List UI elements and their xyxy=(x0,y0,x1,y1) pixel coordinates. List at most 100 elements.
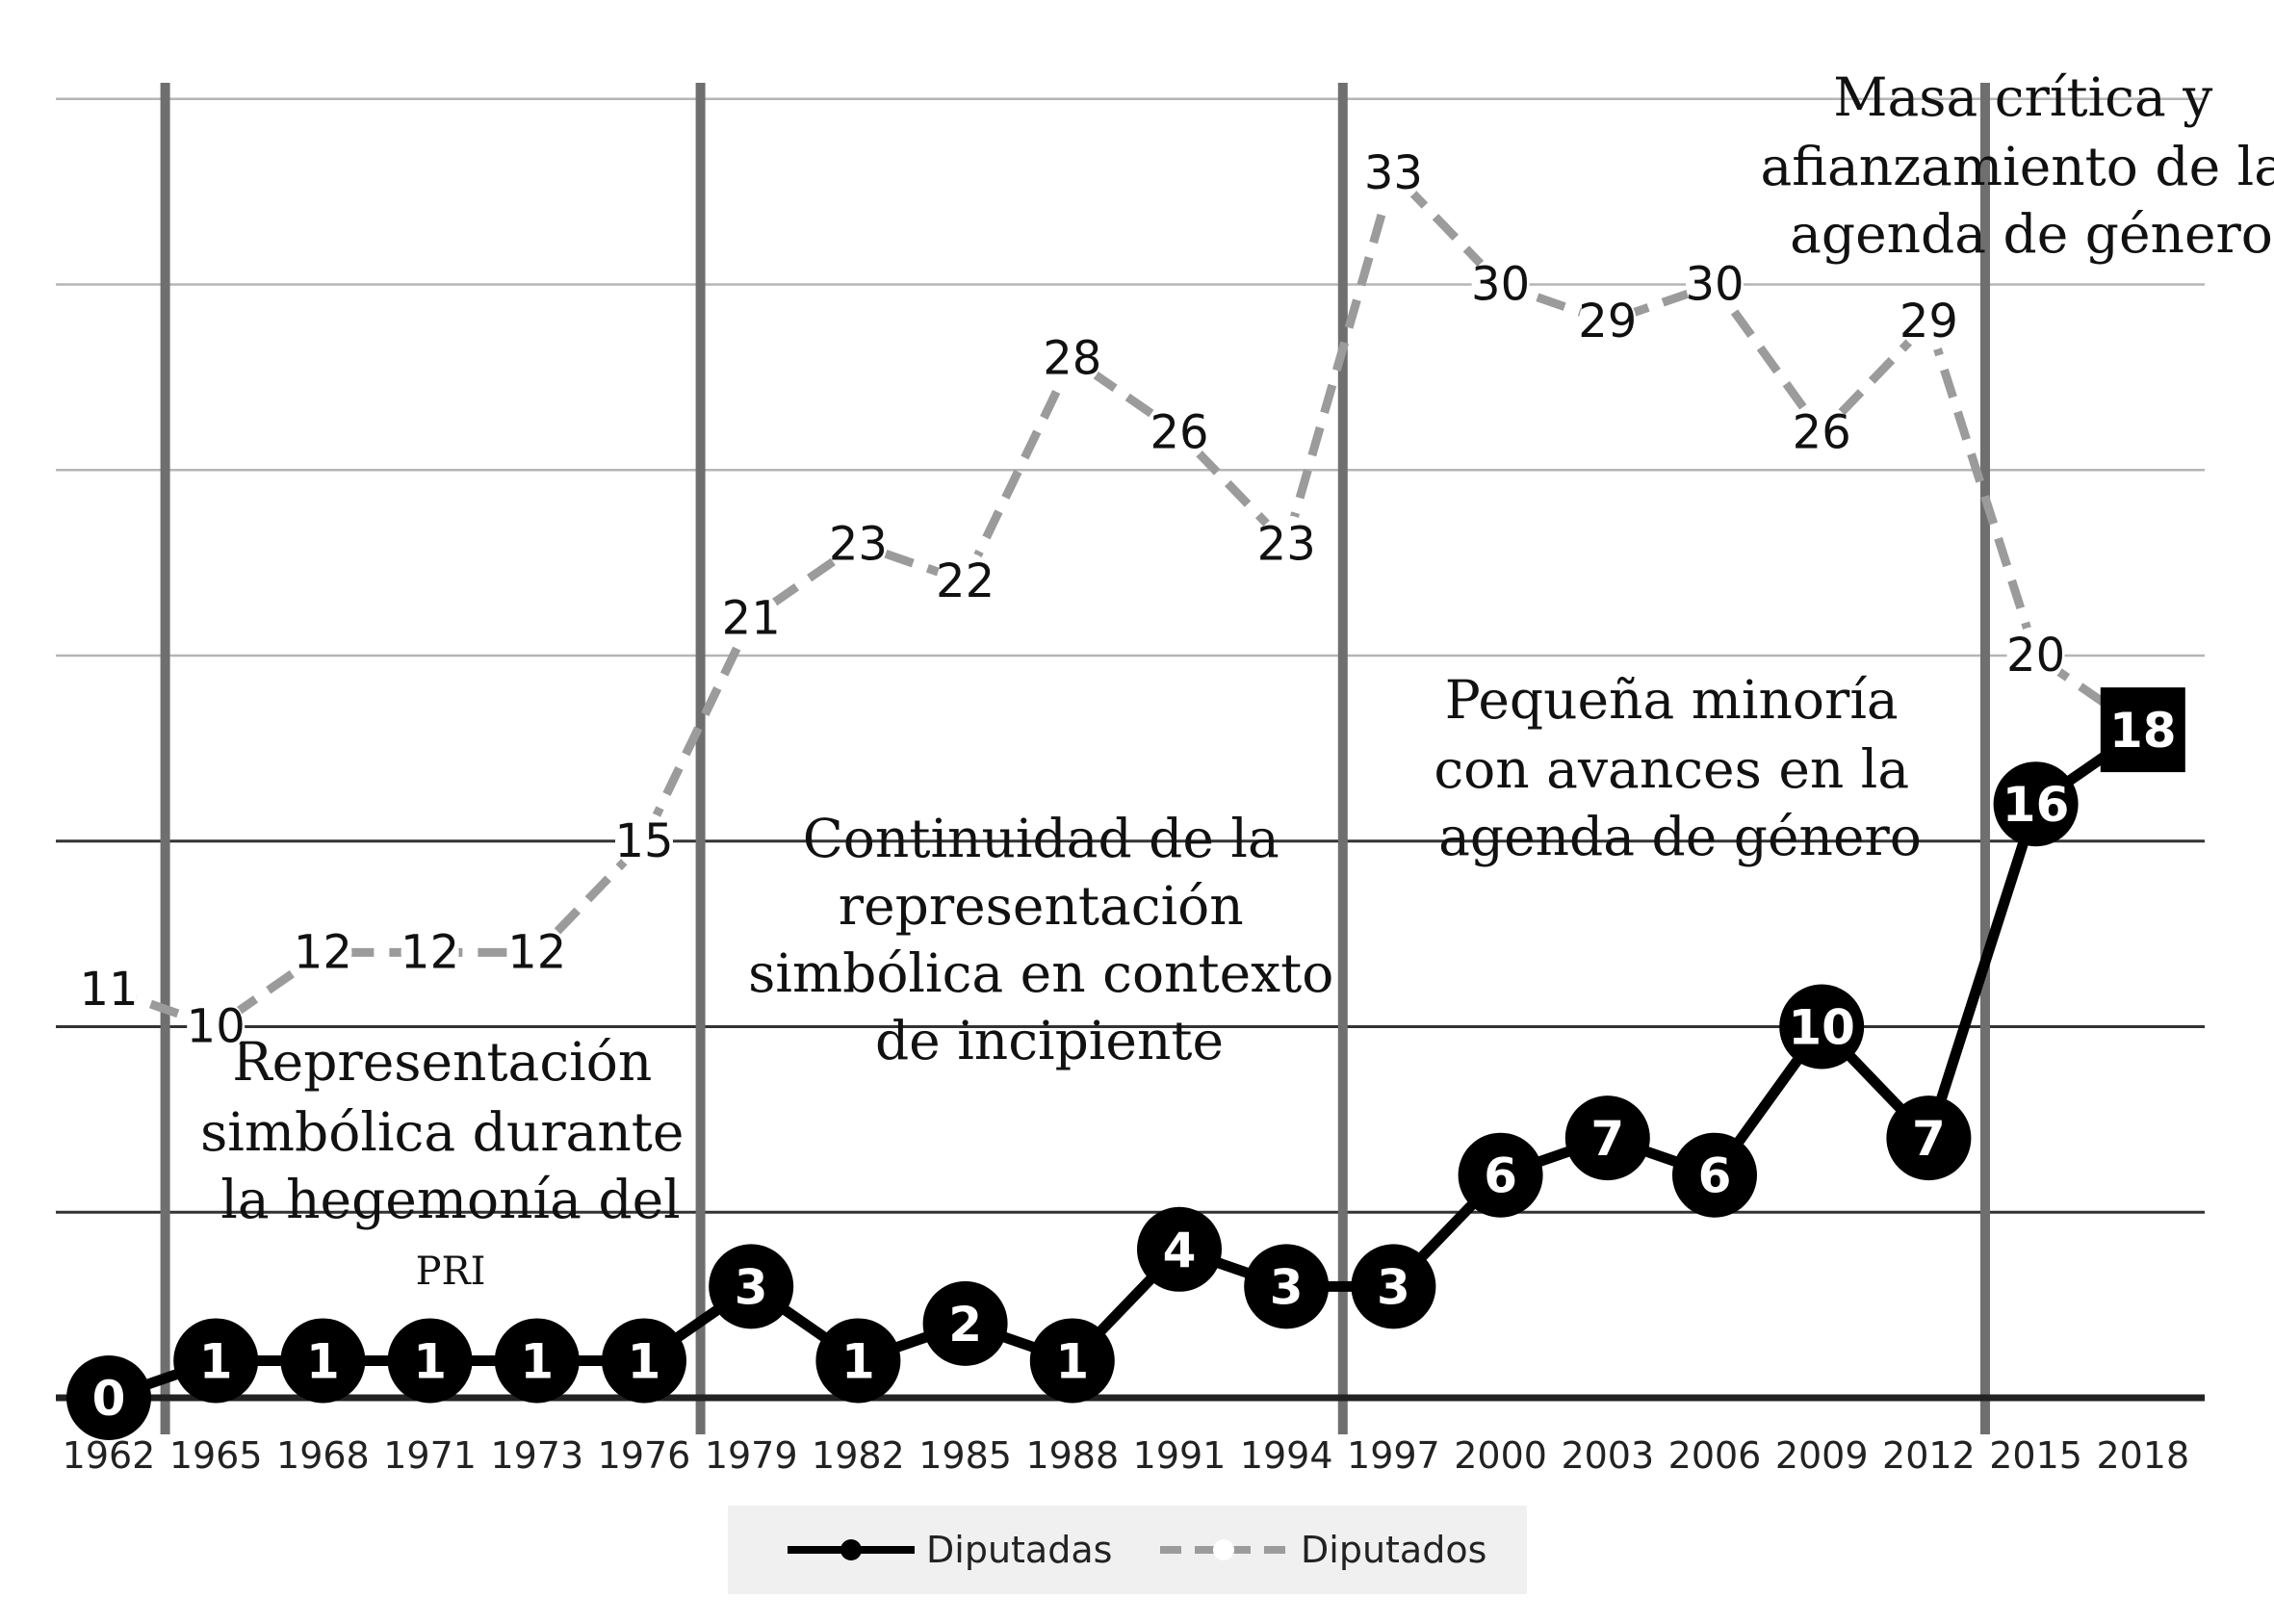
annotation-p1: Representación simbólica durante la hege… xyxy=(200,1031,701,1230)
diputadas-data-label: 7 xyxy=(1912,1111,1946,1167)
diputadas-point xyxy=(1564,1096,1650,1181)
diputados-point xyxy=(1257,515,1316,574)
diputados-point xyxy=(1578,293,1637,351)
diputadas-data-label: 6 xyxy=(1484,1148,1517,1204)
x-tick-label: 1994 xyxy=(1240,1434,1333,1477)
diputados-data-label: 20 xyxy=(2006,629,2065,683)
diputados-point xyxy=(80,960,138,1018)
diputados-data-label: 11 xyxy=(79,963,138,1017)
diputados-data-label: 29 xyxy=(1578,295,1637,348)
diputados-point xyxy=(1686,255,1744,314)
diputados-data-label: 21 xyxy=(722,591,781,645)
diputadas-point xyxy=(815,1318,901,1404)
diputados-data-label: 33 xyxy=(1364,146,1423,200)
diputadas-data-label: 1 xyxy=(199,1333,233,1389)
diputadas-point xyxy=(1458,1132,1543,1218)
annotation-p3-line-2: con avances en la xyxy=(1434,738,1909,800)
diputados-data-label: 15 xyxy=(614,814,673,868)
x-tick-label: 2003 xyxy=(1561,1434,1654,1477)
diputadas-point xyxy=(1244,1244,1330,1329)
period-annotations: Representación simbólica durante la hege… xyxy=(200,66,2274,1294)
x-axis-ticks: 1962 1965 1968 1971 1973 1976 1979 1982 1985 1988… xyxy=(63,1434,2190,1477)
annotation-p1-line-1: Representación xyxy=(232,1031,652,1093)
diputadas-point xyxy=(66,1355,151,1440)
diputadas-data-label: 16 xyxy=(2003,777,2070,833)
legend-label-diputados: Diputados xyxy=(1301,1529,1486,1571)
diputadas-point xyxy=(709,1244,794,1329)
diputados-point xyxy=(615,812,673,870)
annotation-p2-line-1: Continuidad de la xyxy=(803,808,1279,869)
annotation-p3-line-3: agenda de género xyxy=(1438,806,1922,867)
diputados-data-label: 26 xyxy=(1150,406,1208,460)
x-tick-label: 1965 xyxy=(169,1434,263,1477)
x-tick-label: 1985 xyxy=(918,1434,1012,1477)
diputados-point xyxy=(1043,329,1101,388)
diputadas-data-label: 1 xyxy=(841,1333,875,1389)
diputados-data-label: 22 xyxy=(936,554,995,608)
annotation-p1-line-4: PRI xyxy=(416,1250,486,1294)
diputadas-point xyxy=(922,1280,1008,1366)
diputados-point xyxy=(1793,403,1851,462)
x-tick-label: 1968 xyxy=(276,1434,370,1477)
x-tick-label: 1991 xyxy=(1133,1434,1227,1477)
diputados-data-label: 23 xyxy=(829,517,888,571)
x-tick-label: 1979 xyxy=(705,1434,798,1477)
x-tick-label: 2012 xyxy=(1882,1434,1976,1477)
x-tick-label: 1962 xyxy=(63,1434,156,1477)
diputados-point xyxy=(507,923,566,982)
diputados-data-label: 12 xyxy=(401,925,459,979)
legend: Diputadas Diputados xyxy=(728,1506,1527,1594)
x-tick-label: 1997 xyxy=(1347,1434,1440,1477)
x-tick-label: 1973 xyxy=(490,1434,583,1477)
diputados-point xyxy=(1471,255,1530,314)
diputados-data-label: 23 xyxy=(1257,517,1316,571)
diputadas-data-label: 6 xyxy=(1698,1148,1732,1204)
legend-label-diputadas: Diputadas xyxy=(926,1529,1112,1571)
x-tick-label: 2006 xyxy=(1668,1434,1762,1477)
x-tick-label: 2015 xyxy=(1989,1434,2082,1477)
diputadas-data-label: 18 xyxy=(2109,703,2177,759)
diputadas-data-label: 3 xyxy=(735,1259,768,1315)
diputadas-data-label: 1 xyxy=(1055,1333,1089,1389)
x-tick-label: 2000 xyxy=(1454,1434,1547,1477)
diputados-data-label: 30 xyxy=(1685,258,1744,312)
diputados-point xyxy=(2006,627,2065,684)
diputadas-point xyxy=(494,1318,580,1404)
annotation-p2-line-2: representación xyxy=(839,875,1244,937)
diputadas-data-label: 1 xyxy=(520,1333,554,1389)
diputados-point xyxy=(1364,143,1423,202)
annotation-p4-line-2: afianzamiento de la xyxy=(1761,136,2274,197)
diputadas-data-label: 1 xyxy=(413,1333,447,1389)
x-tick-label: 1976 xyxy=(598,1434,691,1477)
diputadas-data-label: 10 xyxy=(1788,1000,1855,1056)
period-separators xyxy=(160,83,1990,1434)
x-tick-label: 1971 xyxy=(383,1434,477,1477)
diputadas-data-label: 7 xyxy=(1590,1111,1624,1167)
diputados-point xyxy=(829,515,888,574)
annotation-p4: Masa crítica y afianzamiento de la agend… xyxy=(1761,66,2274,265)
diputados-data-label: 30 xyxy=(1471,258,1530,312)
legend-marker-diputadas xyxy=(840,1539,862,1560)
diputados-data-label: 26 xyxy=(1793,406,1851,460)
annotation-p2: Continuidad de la representación simbóli… xyxy=(748,808,1351,1071)
diputadas-data-label: 2 xyxy=(948,1297,982,1353)
diputados-point xyxy=(1899,293,1958,351)
annotation-p2-line-4: de incipiente xyxy=(875,1010,1224,1071)
diputados-point xyxy=(722,589,781,648)
x-tick-label: 2018 xyxy=(2096,1434,2189,1477)
legend-marker-diputados xyxy=(1213,1539,1234,1560)
diputadas-point xyxy=(1137,1206,1222,1292)
diputados-point xyxy=(401,923,459,982)
diputadas-point xyxy=(1886,1096,1972,1181)
diputados-data-label: 28 xyxy=(1043,332,1101,386)
diputadas-point xyxy=(1993,761,2079,847)
x-tick-label: 2009 xyxy=(1775,1434,1869,1477)
diputadas-point xyxy=(1779,984,1865,1070)
annotation-p4-line-3: agenda de género xyxy=(1790,203,2273,265)
annotation-p3-line-1: Pequeña minoría xyxy=(1445,669,1899,731)
annotation-p2-line-3: simbólica en contexto xyxy=(748,942,1333,1004)
diputadas-data-label: 3 xyxy=(1377,1259,1410,1315)
diputadas-data-label: 1 xyxy=(306,1333,340,1389)
